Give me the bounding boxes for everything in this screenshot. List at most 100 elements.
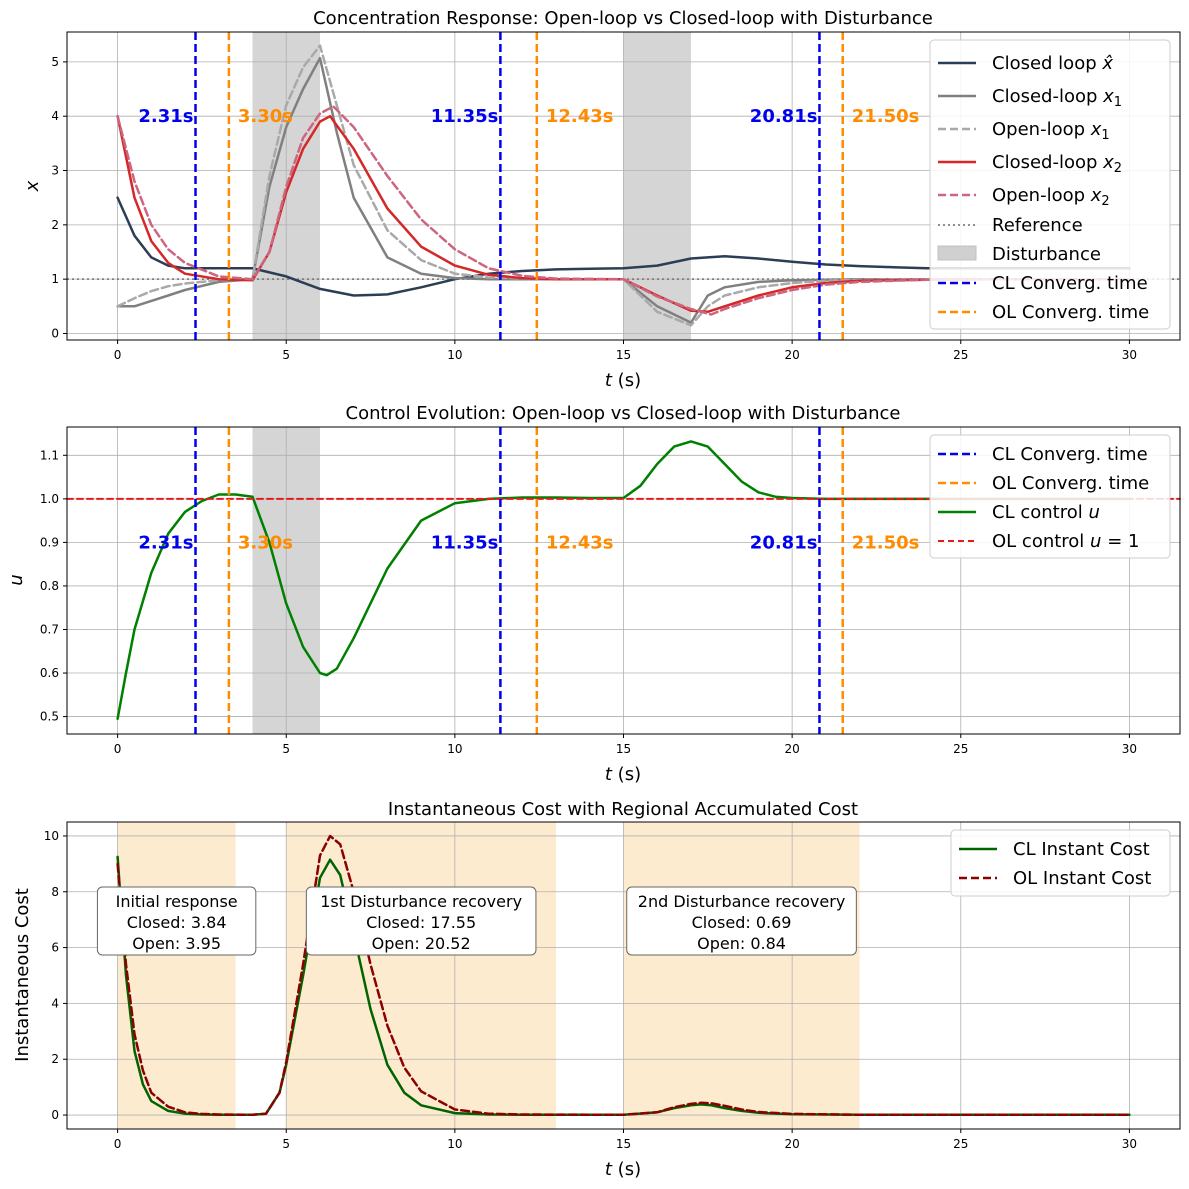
legend3-cl-cost: CL Instant Cost	[1013, 839, 1150, 860]
control-panel: Control Evolution: Open-loop vs Closed-l…	[6, 403, 1181, 785]
p3-ticks: 0 5 10 15 20 25 30 0 2 4 6 8 10	[44, 829, 1137, 1151]
legend-disturbance: Disturbance	[992, 244, 1101, 265]
x-tick-label: 0	[114, 1137, 122, 1151]
legend-open-loop-x2: Open-loop x2	[992, 185, 1110, 209]
x-tick-label: 30	[1122, 742, 1137, 756]
series-ol-instant-cost	[116, 834, 1131, 1117]
legend2-cl-control: CL control u	[992, 502, 1100, 523]
x-tick-label: 5	[282, 348, 290, 362]
y-tick-label: 2	[51, 218, 59, 232]
x-tick-label: 20	[784, 1137, 799, 1151]
p3-background-layer	[117, 822, 860, 1129]
y-tick-label: 8	[51, 885, 59, 899]
legend-closed-loop-xhat: Closed loop x̂	[992, 53, 1113, 74]
p1-legend: Closed loop x̂ Closed-loop x1 Open-loop …	[929, 39, 1171, 330]
legend-swatch-disturbance	[937, 245, 977, 261]
cost-region-span	[623, 822, 860, 1129]
x-tick-label: 0	[114, 348, 122, 362]
p1-xlabel: t (s)	[605, 370, 641, 391]
y-tick-label: 4	[51, 996, 59, 1010]
x-tick-label: 5	[282, 742, 290, 756]
cl-convergence-label: 11.35s	[431, 532, 499, 553]
cost-region-span	[117, 822, 236, 1129]
y-tick-label: 0	[51, 326, 59, 340]
p2-legend-box	[929, 434, 1171, 559]
p3-legend: CL Instant Cost OL Instant Cost	[950, 829, 1171, 897]
ol-convergence-label: 3.30s	[238, 106, 293, 127]
cost-panel: Instantaneous Cost with Regional Accumul…	[12, 799, 1181, 1180]
x-tick-label: 25	[953, 742, 968, 756]
legend-reference: Reference	[992, 215, 1083, 236]
p3-legend-box	[950, 829, 1171, 897]
region-box	[305, 886, 537, 956]
y-tick-label: 0.5	[40, 710, 59, 724]
region-open-cost: Open: 0.84	[697, 934, 786, 953]
ol-convergence-label: 12.43s	[546, 106, 614, 127]
series-closed-loop-x-	[116, 56, 1131, 324]
cl-convergence-label: 11.35s	[431, 106, 499, 127]
p1-convergence-lines: 2.31s 11.35s 20.81s 3.30s 12.43s 21.50s	[138, 32, 919, 340]
y-tick-label: 2	[51, 1052, 59, 1066]
p3-xlabel: t (s)	[605, 1159, 641, 1180]
legend-cl-converg: CL Converg. time	[992, 273, 1148, 294]
y-tick-label: 4	[51, 109, 59, 123]
y-tick-label: 0.8	[40, 579, 59, 593]
region-box	[626, 886, 857, 956]
series-cl-instant-cost	[116, 855, 1131, 1117]
disturbance-span	[623, 32, 691, 340]
x-tick-label: 25	[953, 1137, 968, 1151]
cl-convergence-label: 2.31s	[138, 106, 193, 127]
p3-ylabel: Instantaneous Cost	[12, 888, 33, 1062]
legend2-ol-control: OL control u = 1	[992, 531, 1139, 552]
p2-convergence-lines: 2.31s 11.35s 20.81s 3.30s 12.43s 21.50s	[138, 427, 919, 734]
legend-closed-loop-x2: Closed-loop x2	[992, 152, 1122, 176]
region-closed-cost: Closed: 0.69	[692, 913, 792, 932]
y-tick-label: 3	[51, 164, 59, 178]
p2-xlabel: t (s)	[605, 764, 641, 785]
p2-legend: CL Converg. time OL Converg. time CL con…	[929, 434, 1171, 559]
series-closed-loop-x-	[116, 114, 1131, 314]
y-tick-label: 0.7	[40, 622, 59, 636]
legend2-cl-converg: CL Converg. time	[992, 444, 1148, 465]
legend-open-loop-x1: Open-loop x1	[992, 119, 1110, 143]
y-tick-label: 0.6	[40, 666, 59, 680]
x-tick-label: 0	[114, 742, 122, 756]
ol-convergence-label: 3.30s	[238, 532, 293, 553]
x-tick-label: 30	[1122, 348, 1137, 362]
p3-region-boxes: Initial response Closed: 3.84 Open: 3.95 1s…	[96, 886, 857, 956]
region-label: Initial response	[116, 892, 238, 911]
cl-convergence-label: 20.81s	[750, 532, 818, 553]
legend3-ol-cost: OL Instant Cost	[1013, 868, 1151, 889]
x-tick-label: 10	[447, 348, 462, 362]
cost-title: Instantaneous Cost with Regional Accumul…	[388, 799, 858, 820]
p2-series	[66, 440, 1181, 721]
y-tick-label: 1.1	[40, 448, 59, 462]
x-tick-label: 10	[447, 1137, 462, 1151]
y-tick-label: 1	[51, 272, 59, 286]
p1-ylabel: x	[22, 180, 43, 192]
x-tick-label: 20	[784, 348, 799, 362]
x-tick-label: 10	[447, 742, 462, 756]
y-tick-label: 6	[51, 941, 59, 955]
legend-ol-converg: OL Converg. time	[992, 302, 1149, 323]
p2-ylabel: u	[6, 574, 27, 585]
x-tick-label: 20	[784, 742, 799, 756]
region-label: 1st Disturbance recovery	[320, 892, 522, 911]
region-closed-cost: Closed: 3.84	[127, 913, 227, 932]
series-open-loop-x-	[116, 44, 1131, 327]
y-tick-label: 0	[51, 1108, 59, 1122]
x-tick-label: 15	[616, 742, 631, 756]
y-tick-label: 10	[44, 829, 59, 843]
ol-convergence-label: 21.50s	[852, 532, 920, 553]
x-tick-label: 15	[616, 348, 631, 362]
concentration-title: Concentration Response: Open-loop vs Clo…	[313, 8, 933, 29]
x-tick-label: 5	[282, 1137, 290, 1151]
concentration-panel: Concentration Response: Open-loop vs Clo…	[22, 8, 1181, 391]
legend2-ol-converg: OL Converg. time	[992, 473, 1149, 494]
p3-series	[116, 834, 1131, 1117]
p1-ticks: 0 5 10 15 20 25 30 0 1 2 3 4 5	[51, 55, 1137, 362]
p1-legend-box	[929, 39, 1171, 330]
x-tick-label: 15	[616, 1137, 631, 1151]
region-label: 2nd Disturbance recovery	[638, 892, 846, 911]
